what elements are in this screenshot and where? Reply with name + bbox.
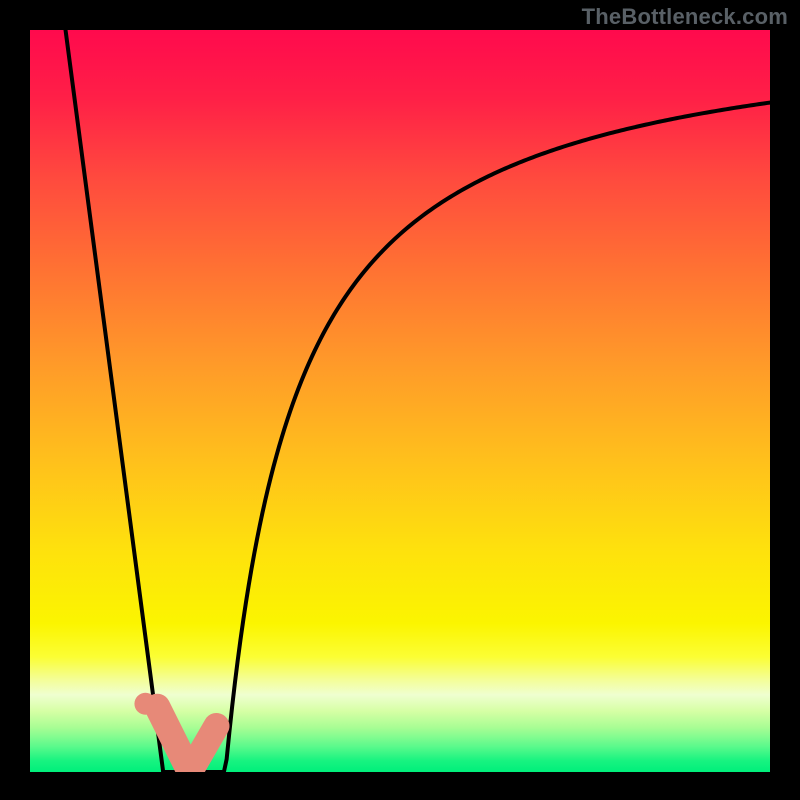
watermark-text: TheBottleneck.com <box>582 4 788 30</box>
chart-wrapper: TheBottleneck.com <box>0 0 800 800</box>
bottleneck-chart-svg <box>0 0 800 800</box>
